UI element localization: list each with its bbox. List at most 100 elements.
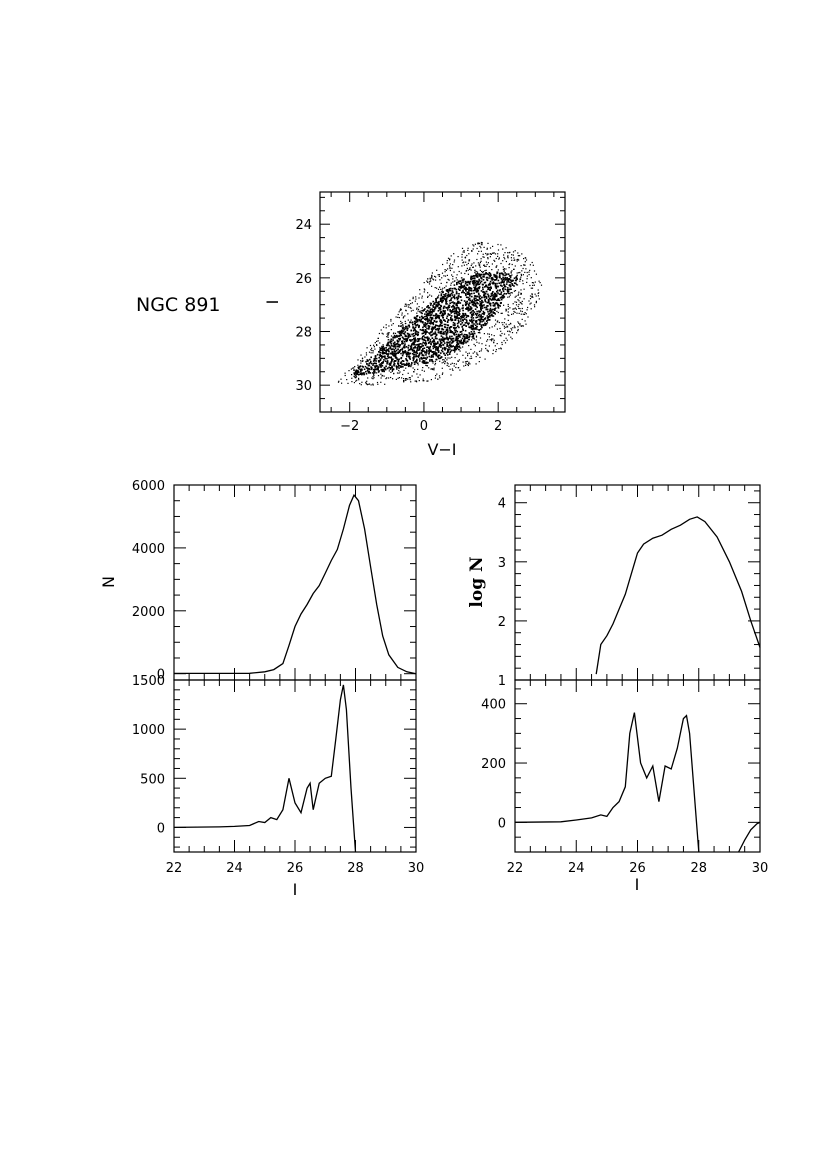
cmd-point [450,310,452,312]
cmd-point [501,281,504,284]
cmd-point [487,293,489,296]
cmd-point [389,340,392,343]
cmd-point [438,327,441,330]
cmd-point [472,332,474,335]
cmd-point [531,293,533,295]
cmd-point [414,324,417,326]
cmd-point [518,272,520,274]
cmd-point [437,350,440,352]
cmd-point [421,354,424,356]
cmd-point [374,342,376,344]
cmd-point [480,308,482,310]
cmd-point [387,332,389,334]
cmd-point [482,324,485,327]
cmd-point [453,261,455,263]
cmd-point [502,294,505,296]
cmd-point [406,360,409,362]
cmd-point [436,305,439,308]
cmd-point [470,314,473,316]
cmd-point [480,304,482,306]
cmd-point [445,303,447,305]
cmd-point [399,330,401,333]
cmd-point [412,298,414,300]
cmd-point [519,271,521,274]
cmd-point [497,255,499,257]
cmd-point [411,339,414,341]
cmd-point [370,362,373,365]
cmd-point [460,320,462,322]
cmd-point [420,357,423,360]
cmd-point [459,342,461,344]
cmd-point [431,368,433,370]
cmd-point [476,272,479,275]
cmd-point [511,329,513,331]
cmd-point [399,344,401,346]
cmd-point [487,257,489,259]
cmd-point [465,334,468,336]
cmd-point [473,292,475,295]
cmd-point [446,359,448,361]
cmd-point [486,286,489,288]
cmd-point [430,331,432,333]
cmd-point [399,371,401,373]
cmd-point [440,319,443,322]
cmd-point [397,360,400,362]
cmd-point [412,343,415,345]
cmd-point [467,281,469,284]
cmd-point [418,338,420,340]
cmd-point [373,359,376,362]
cmd-point [470,275,472,278]
cmd-point [475,321,477,324]
cmd-point [499,297,502,299]
cmd-point [421,338,424,341]
cmd-point [502,276,504,279]
cmd-point [480,260,482,262]
cmd-point [466,291,469,294]
cmd-point [433,320,436,322]
cmd-point [432,347,435,350]
cmd-point [482,256,484,258]
cmd-point [473,337,475,339]
cmd-point [475,314,478,317]
cmd-point [374,358,376,360]
cmd-point [406,355,408,358]
cmd-point [475,363,477,365]
cmd-point [403,363,405,365]
cmd-point [517,326,519,328]
cmd-point [396,368,398,370]
cmd-point [448,365,450,367]
cmd-point [471,250,473,252]
cmd-point [487,350,489,352]
cmd-point [494,286,497,288]
cmd-point [501,343,503,346]
cmd-point [401,336,404,338]
cmd-point [479,356,481,358]
cmd-point [367,377,369,379]
cmd-point [439,360,441,362]
cmd-point [384,355,386,357]
cmd-point [475,299,477,302]
cmd-point [494,282,496,285]
cmd-point [511,259,513,261]
cmd-point [417,310,419,312]
cmd-point [466,337,469,340]
cmd-point [409,299,411,301]
cmd-point [497,307,500,309]
cmd-point [447,330,449,332]
cmd-point [494,279,496,281]
cmd-point [497,279,500,282]
cmd-point [415,319,417,321]
cmd-point [400,357,403,359]
cmd-point [406,362,408,365]
cmd-point [480,324,483,326]
cmd-point [407,378,409,380]
cmd-point [487,350,489,353]
cmd-point [367,360,369,362]
cmd-point [447,341,450,344]
cmd-point [366,359,368,361]
cmd-point [441,350,444,353]
cmd-point [455,277,457,279]
cmd-point [426,309,429,312]
lf-log-residual-xtick-label: 28 [690,861,707,876]
cmd-point [484,298,486,301]
